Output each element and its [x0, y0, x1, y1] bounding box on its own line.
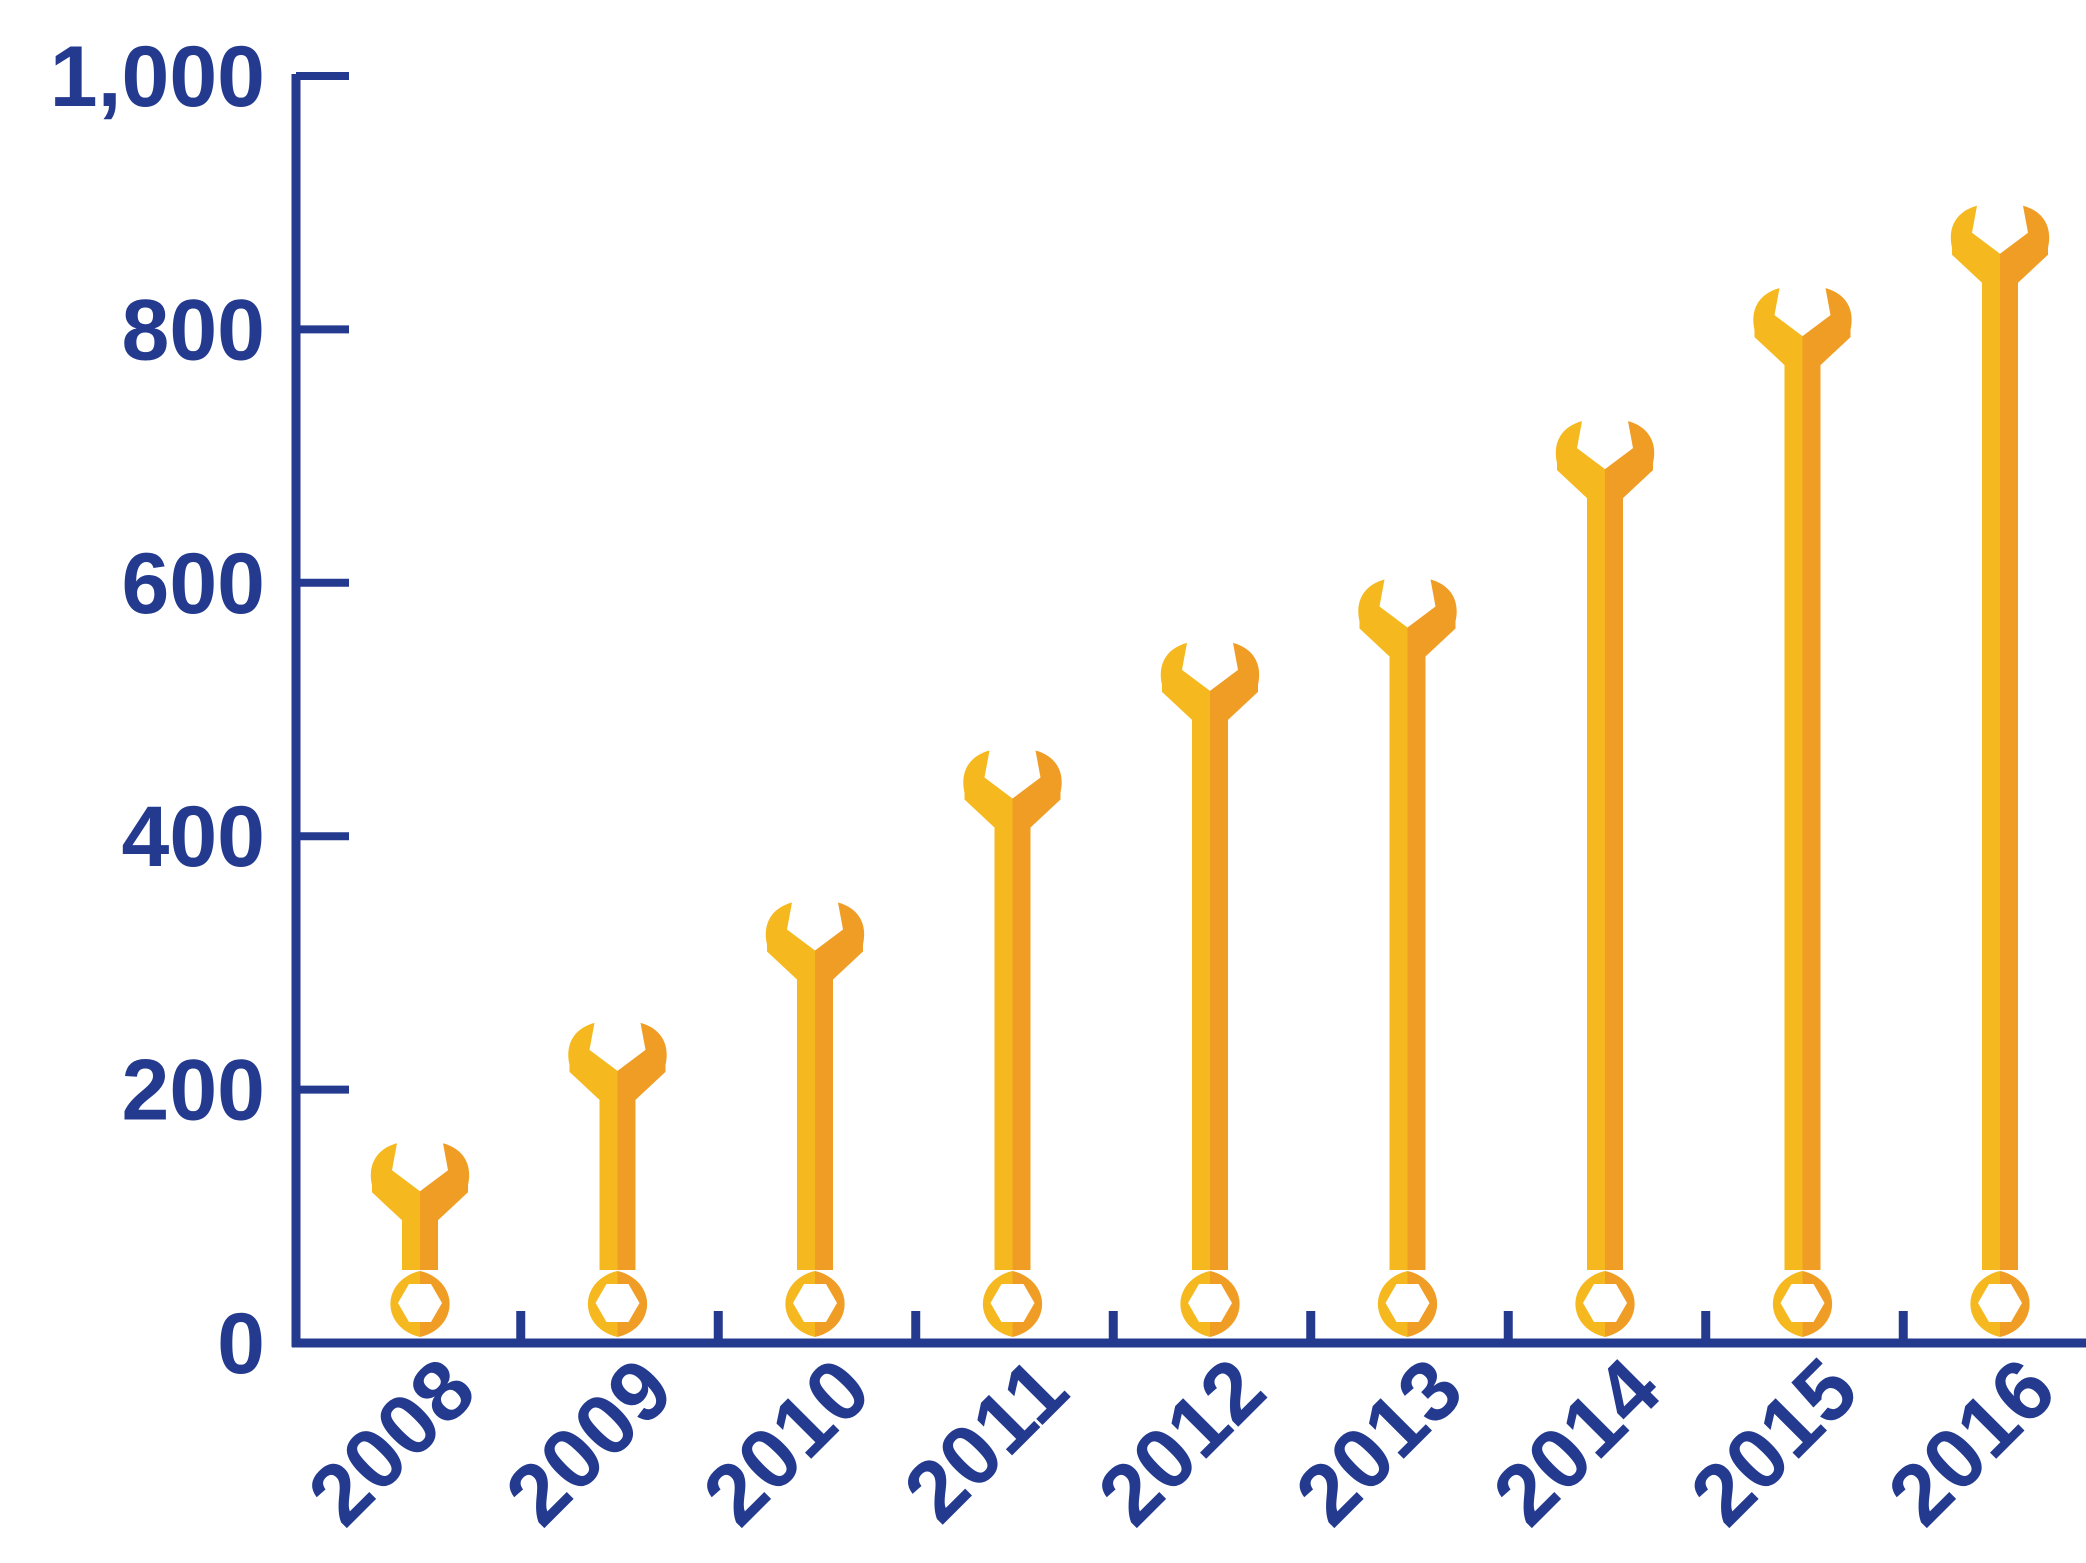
wrench-bar-2013	[1358, 579, 1457, 1337]
wrench-ring-hole	[398, 1284, 442, 1322]
wrench-shaft-light	[1389, 644, 1408, 1270]
x-tick-label-2013: 2013	[1278, 1341, 1481, 1544]
wrench-shaft-dark	[1605, 486, 1623, 1271]
x-tick-label-2016: 2016	[1870, 1341, 2073, 1544]
y-tick-label: 400	[122, 789, 266, 885]
wrench-shaft-light	[1982, 270, 2000, 1271]
wrench-shaft-light	[1192, 707, 1210, 1270]
y-axis: 0 200 400 600 800 1,000	[50, 29, 349, 1392]
wrench-ring-hole	[1583, 1284, 1627, 1322]
y-tick-label: 0	[217, 1296, 265, 1392]
wrench-shaft-light	[599, 1087, 618, 1270]
x-tick-label-2015: 2015	[1673, 1341, 1876, 1544]
wrench-shaft-dark	[420, 1208, 438, 1270]
wrench-shaft-dark	[815, 967, 833, 1270]
wrench-head-left	[568, 1022, 618, 1100]
wrench-head-right	[1210, 642, 1260, 720]
wrench-bar-2011	[963, 750, 1062, 1337]
y-tick-label: 200	[122, 1043, 266, 1139]
wrench-shaft-dark	[1210, 707, 1228, 1270]
wrench-head-left	[963, 750, 1013, 828]
wrench-ring-hole	[1780, 1284, 1825, 1322]
wrench-shaft-dark	[2000, 270, 2018, 1271]
wrench-head-right	[815, 902, 865, 980]
wrench-head-left	[765, 902, 815, 980]
wrench-head-left	[370, 1143, 420, 1221]
wrench-shaft-light	[1587, 486, 1605, 1271]
x-tick-label-2009: 2009	[488, 1341, 691, 1544]
wrench-head-right	[1012, 750, 1062, 828]
wrench-shaft-light	[402, 1208, 420, 1270]
x-tick-label-2010: 2010	[685, 1341, 888, 1544]
y-tick-label: 1,000	[50, 29, 265, 125]
wrench-ring-hole	[1385, 1284, 1430, 1322]
wrench-head-right	[2000, 205, 2050, 283]
wrench-bars	[370, 205, 2050, 1337]
wrench-ring-hole	[1978, 1284, 2022, 1322]
wrench-shaft-light	[994, 815, 1013, 1270]
wrench-head-right	[420, 1143, 470, 1221]
wrench-head-left	[1160, 642, 1210, 720]
wrench-bar-2008	[370, 1143, 470, 1337]
wrench-shaft-dark	[1012, 815, 1031, 1270]
wrench-head-left	[1753, 288, 1803, 366]
wrench-shaft-dark	[1802, 353, 1821, 1270]
y-tick-label: 800	[122, 282, 266, 378]
x-tick-label-2012: 2012	[1080, 1341, 1283, 1544]
wrench-bar-2010	[765, 902, 865, 1337]
x-tick-label-2014: 2014	[1475, 1340, 1678, 1543]
wrench-head-left	[1358, 579, 1408, 657]
wrench-bar-2012	[1160, 642, 1260, 1337]
wrench-shaft-light	[1784, 353, 1803, 1270]
wrench-shaft-light	[797, 967, 815, 1270]
wrench-ring-hole	[1188, 1284, 1232, 1322]
wrench-ring-hole	[990, 1284, 1035, 1322]
wrench-head-right	[1407, 579, 1457, 657]
wrench-bar-2016	[1950, 205, 2050, 1337]
wrench-shaft-dark	[617, 1087, 636, 1270]
x-axis	[292, 1311, 2086, 1348]
wrench-bar-2009	[568, 1022, 667, 1337]
x-tick-label-2008: 2008	[290, 1341, 493, 1544]
wrench-ring-hole	[793, 1284, 837, 1322]
wrench-ring-hole	[595, 1284, 640, 1322]
wrench-head-right	[1605, 421, 1655, 499]
y-tick-label: 600	[122, 536, 266, 632]
x-tick-label-2011: 2011	[886, 1341, 1086, 1541]
wrench-bar-2015	[1753, 288, 1852, 1337]
wrench-shaft-dark	[1407, 644, 1426, 1270]
wrench-head-right	[617, 1022, 667, 1100]
wrench-head-left	[1555, 421, 1605, 499]
wrench-head-left	[1950, 205, 2000, 283]
wrench-head-right	[1802, 288, 1852, 366]
wrench-bar-2014	[1555, 421, 1655, 1337]
